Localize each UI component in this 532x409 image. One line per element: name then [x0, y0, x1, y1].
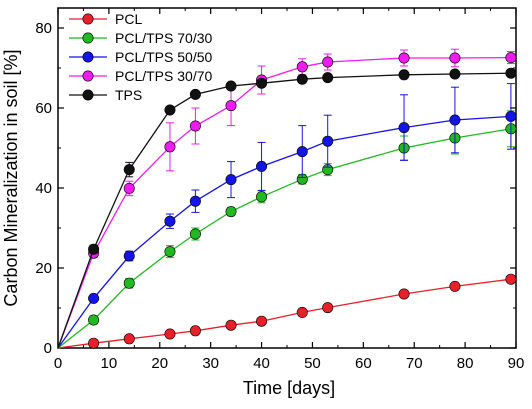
series-group: [57, 83, 517, 349]
legend-label: PCL/TPS 50/50: [115, 49, 212, 65]
data-point: [398, 52, 410, 64]
data-point: [164, 246, 176, 258]
series-line: [57, 128, 512, 349]
legend-item: PCL/TPS 70/30: [69, 30, 212, 46]
series-group: [57, 110, 517, 349]
data-point: [88, 314, 100, 326]
data-point: [88, 243, 100, 255]
data-point: [225, 100, 237, 112]
legend-item: PCL/TPS 50/50: [69, 49, 212, 65]
x-tick-label: 60: [355, 355, 372, 372]
x-tick-label: 10: [101, 355, 118, 372]
data-point: [449, 280, 461, 292]
data-point: [225, 80, 237, 92]
data-point: [88, 292, 100, 304]
data-point: [505, 67, 517, 79]
data-point: [296, 146, 308, 158]
y-tick-label: 20: [35, 260, 52, 277]
y-tick-label: 0: [44, 340, 52, 357]
data-point: [164, 215, 176, 227]
data-point: [505, 110, 517, 122]
data-point: [505, 273, 517, 285]
legend-item: PCL/TPS 30/70: [69, 68, 212, 84]
series-line: [57, 56, 511, 349]
series-line: [57, 115, 511, 349]
data-point: [449, 52, 461, 64]
data-point: [322, 135, 334, 147]
data-point: [189, 325, 201, 337]
y-axis: 0 20 40 60 80: [35, 20, 516, 357]
data-point: [322, 302, 334, 314]
series-group: [57, 273, 517, 349]
data-point: [225, 174, 237, 186]
data-point: [123, 277, 135, 289]
series-line: [57, 72, 511, 349]
data-point: [256, 77, 268, 89]
data-point: [398, 122, 410, 134]
legend-label: PCL/TPS 70/30: [115, 30, 212, 46]
data-point: [256, 160, 268, 172]
data-point: [123, 182, 135, 194]
legend-swatch-marker: [82, 70, 94, 82]
x-tick-label: 0: [54, 355, 62, 372]
data-point: [225, 319, 237, 331]
x-tick-label: 50: [304, 355, 321, 372]
x-tick-label: 70: [406, 355, 423, 372]
series-line: [57, 278, 511, 349]
data-point: [322, 56, 334, 68]
data-point: [398, 69, 410, 81]
data-point: [296, 306, 308, 318]
data-point: [322, 72, 334, 84]
x-tick-label: 20: [151, 355, 168, 372]
data-point: [88, 337, 100, 349]
data-point: [189, 228, 201, 240]
x-tick-label: 30: [202, 355, 219, 372]
legend-item: TPS: [69, 87, 142, 103]
data-point: [189, 120, 201, 132]
legend-label: PCL/TPS 30/70: [115, 68, 212, 84]
legend-swatch-marker: [82, 13, 94, 25]
y-tick-label: 80: [35, 20, 52, 37]
x-axis-label: Time [days]: [243, 378, 335, 398]
data-point: [225, 206, 237, 218]
data-point: [189, 195, 201, 207]
data-point: [123, 164, 135, 176]
legend-swatch-marker: [82, 51, 94, 63]
data-point: [296, 73, 308, 85]
data-point: [505, 52, 517, 64]
y-tick-label: 60: [35, 100, 52, 117]
x-tick-label: 80: [457, 355, 474, 372]
data-point: [164, 328, 176, 340]
y-tick-label: 40: [35, 180, 52, 197]
legend-swatch-marker: [82, 32, 94, 44]
data-point: [164, 104, 176, 116]
data-point: [449, 114, 461, 126]
y-axis-label: Carbon Mineralization in soil [%]: [1, 49, 21, 306]
data-point: [256, 315, 268, 327]
data-point: [164, 141, 176, 153]
data-point: [123, 333, 135, 345]
series-group: [57, 67, 517, 349]
series-layer: [57, 48, 517, 349]
data-point: [449, 68, 461, 80]
data-point: [189, 88, 201, 100]
legend: PCL PCL/TPS 70/30 PCL/TPS 50/50 PCL/TPS 30/…: [69, 11, 212, 103]
x-tick-label: 40: [253, 355, 270, 372]
legend-swatch-marker: [82, 89, 94, 101]
legend-label: PCL: [115, 11, 142, 27]
data-point: [256, 191, 268, 203]
data-point: [296, 61, 308, 73]
legend-label: TPS: [115, 87, 142, 103]
x-tick-label: 90: [508, 355, 525, 372]
x-axis: 0 10 20 30 40 50 60 70 80 90: [54, 8, 525, 372]
data-point: [398, 288, 410, 300]
data-point: [123, 250, 135, 262]
legend-item: PCL: [69, 11, 142, 27]
